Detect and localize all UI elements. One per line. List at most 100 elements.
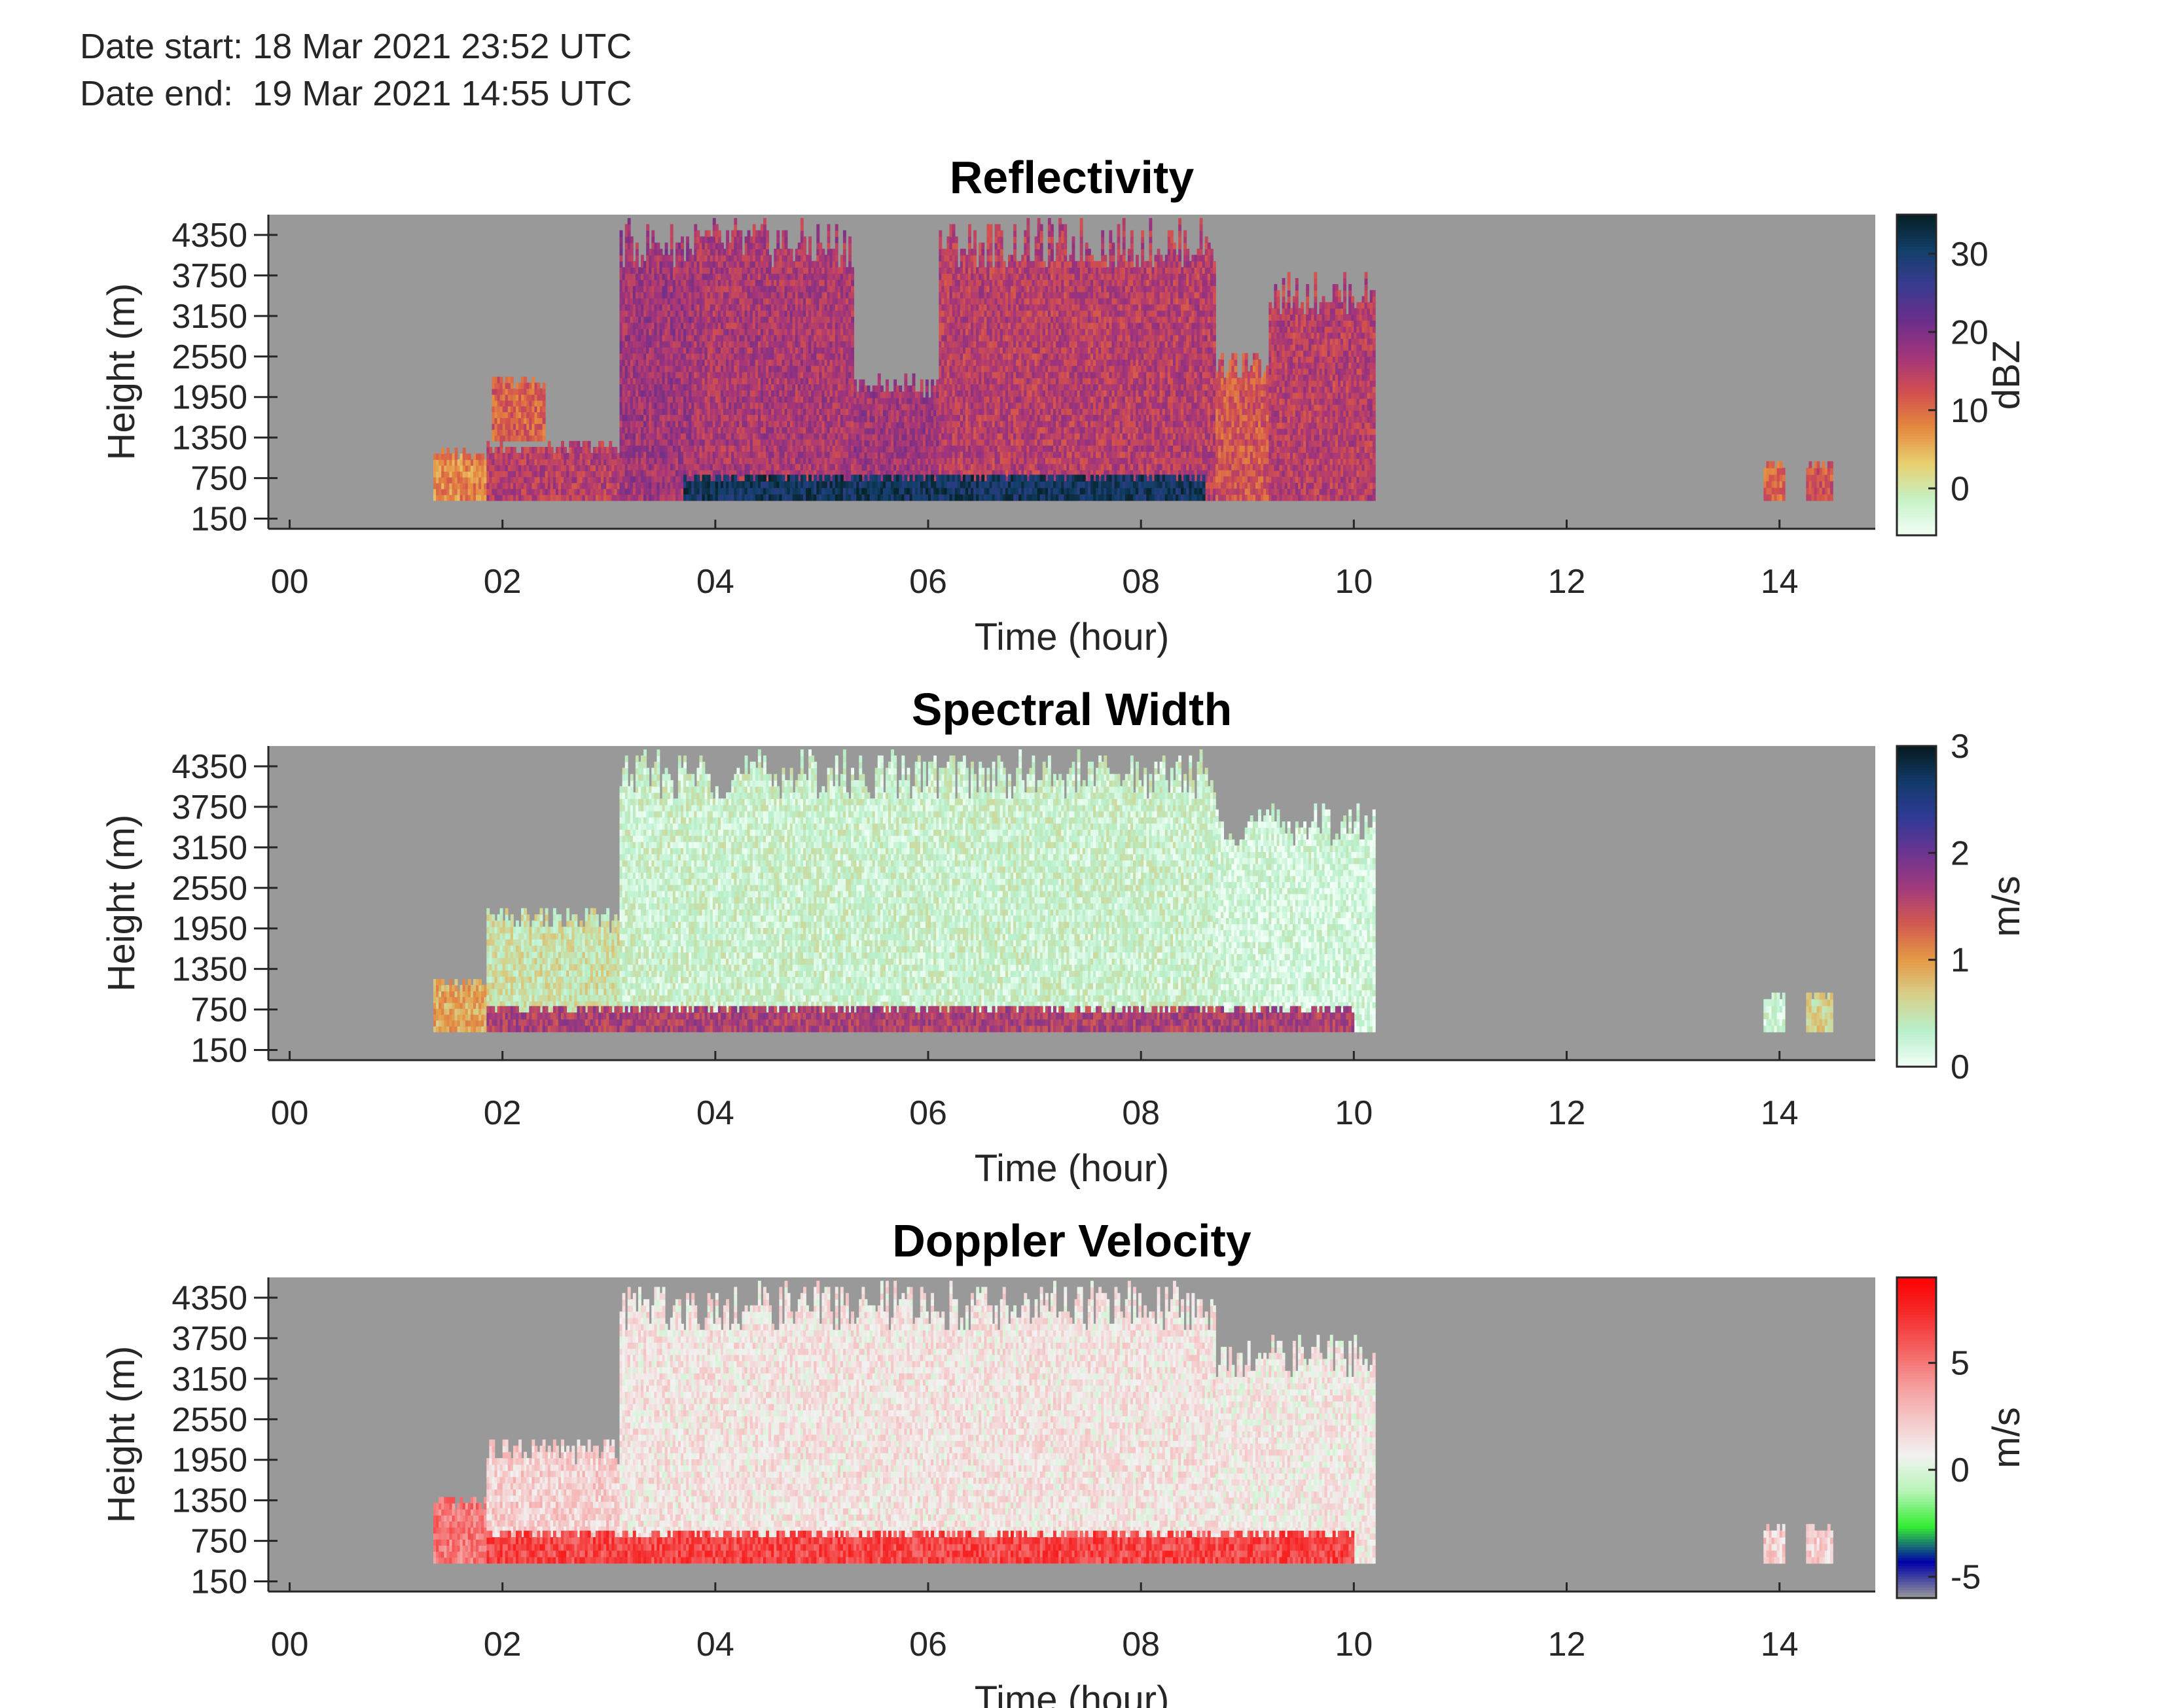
heatmap-cell (510, 423, 514, 430)
heatmap-cell (677, 433, 681, 440)
heatmap-cell (670, 378, 674, 385)
heatmap-cell (739, 236, 743, 243)
heatmap-cell (609, 494, 613, 501)
heatmap-cell (646, 310, 650, 317)
heatmap-cell (518, 418, 522, 424)
heatmap-cell (630, 291, 634, 298)
heatmap-cell (657, 451, 660, 458)
heatmap-cell (659, 488, 663, 495)
heatmap-cell (446, 459, 450, 466)
heatmap-cell (657, 255, 660, 262)
heatmap-cell (486, 476, 490, 484)
heatmap-cell (502, 476, 506, 484)
heatmap-cell (539, 459, 543, 465)
heatmap-cell (624, 438, 628, 446)
heatmap-cell (547, 482, 551, 489)
heatmap-cell (657, 494, 660, 501)
heatmap-cell (635, 451, 639, 458)
heatmap-cell (670, 457, 674, 465)
heatmap-cell (505, 459, 509, 465)
heatmap-cell (497, 376, 501, 383)
heatmap-cell (624, 310, 628, 317)
heatmap-cell (643, 402, 647, 409)
heatmap-cell (601, 494, 604, 501)
heatmap-cell (510, 471, 514, 478)
heatmap-cell (659, 482, 663, 489)
heatmap-cell (641, 476, 644, 483)
heatmap-cell (638, 469, 641, 476)
heatmap-cell (677, 359, 681, 366)
heatmap-cell (683, 420, 687, 427)
heatmap-cell (670, 371, 674, 378)
heatmap-cell (630, 414, 634, 421)
heatmap-cell (657, 378, 660, 385)
heatmap-cell (534, 418, 538, 424)
heatmap-cell (457, 465, 461, 472)
heatmap-cell (518, 476, 522, 484)
heatmap-cell (444, 494, 448, 501)
heatmap-cell (677, 469, 681, 476)
heatmap-cell (649, 347, 653, 354)
heatmap-cell (603, 482, 607, 489)
heatmap-cell (524, 482, 528, 489)
heatmap-cell (539, 423, 543, 430)
heatmap-cell (659, 378, 663, 385)
heatmap-cell (550, 453, 554, 459)
heatmap-cell (470, 465, 474, 472)
heatmap-cell (473, 488, 477, 495)
heatmap-cell (646, 236, 650, 243)
heatmap-cell (808, 242, 812, 249)
heatmap-cell (457, 471, 461, 478)
heatmap-cell (510, 418, 514, 424)
heatmap-cell (497, 423, 501, 430)
heatmap-cell (670, 389, 674, 397)
heatmap-cell (622, 267, 626, 274)
heatmap-cell (686, 378, 689, 385)
heatmap-cell (579, 459, 583, 465)
heatmap-cell (651, 359, 655, 366)
heatmap-cell (537, 412, 541, 418)
heatmap-cell (630, 340, 634, 347)
heatmap-cell (646, 427, 650, 434)
heatmap-cell (630, 273, 634, 280)
heatmap-cell (657, 365, 660, 372)
heatmap-cell (657, 347, 660, 354)
heatmap-cell (502, 394, 506, 401)
heatmap-cell (726, 236, 729, 243)
heatmap-cell (683, 279, 687, 287)
heatmap-cell (667, 267, 671, 274)
heatmap-cell (683, 310, 687, 317)
heatmap-cell (467, 465, 471, 472)
heatmap-cell (657, 304, 660, 311)
heatmap-cell (630, 494, 634, 501)
heatmap-cell (784, 242, 788, 249)
heatmap-cell (526, 406, 530, 412)
heatmap-cell (603, 476, 607, 484)
heatmap-cell (635, 242, 639, 249)
heatmap-cell (672, 334, 676, 342)
heatmap-cell (659, 427, 663, 434)
heatmap-cell (505, 488, 509, 495)
heatmap-cell (675, 242, 679, 249)
heatmap-cell (667, 420, 671, 427)
heatmap-cell (513, 465, 516, 471)
heatmap-cell (462, 459, 466, 466)
heatmap-cell (587, 446, 591, 454)
heatmap-cell (842, 249, 846, 256)
heatmap-cell (627, 463, 631, 471)
heatmap-cell (609, 465, 613, 471)
heatmap-cell (638, 316, 641, 323)
heatmap-cell (683, 438, 687, 446)
heatmap-cell (542, 412, 546, 418)
heatmap-cell (545, 494, 549, 501)
heatmap-cell (681, 255, 684, 262)
heatmap-cell (681, 371, 684, 378)
heatmap-cell (842, 242, 846, 249)
heatmap-cell (632, 482, 636, 489)
heatmap-cell (681, 433, 684, 440)
heatmap-cell (662, 371, 666, 378)
heatmap-cell (526, 400, 530, 407)
heatmap-cell (681, 469, 684, 476)
heatmap-cell (654, 365, 658, 372)
